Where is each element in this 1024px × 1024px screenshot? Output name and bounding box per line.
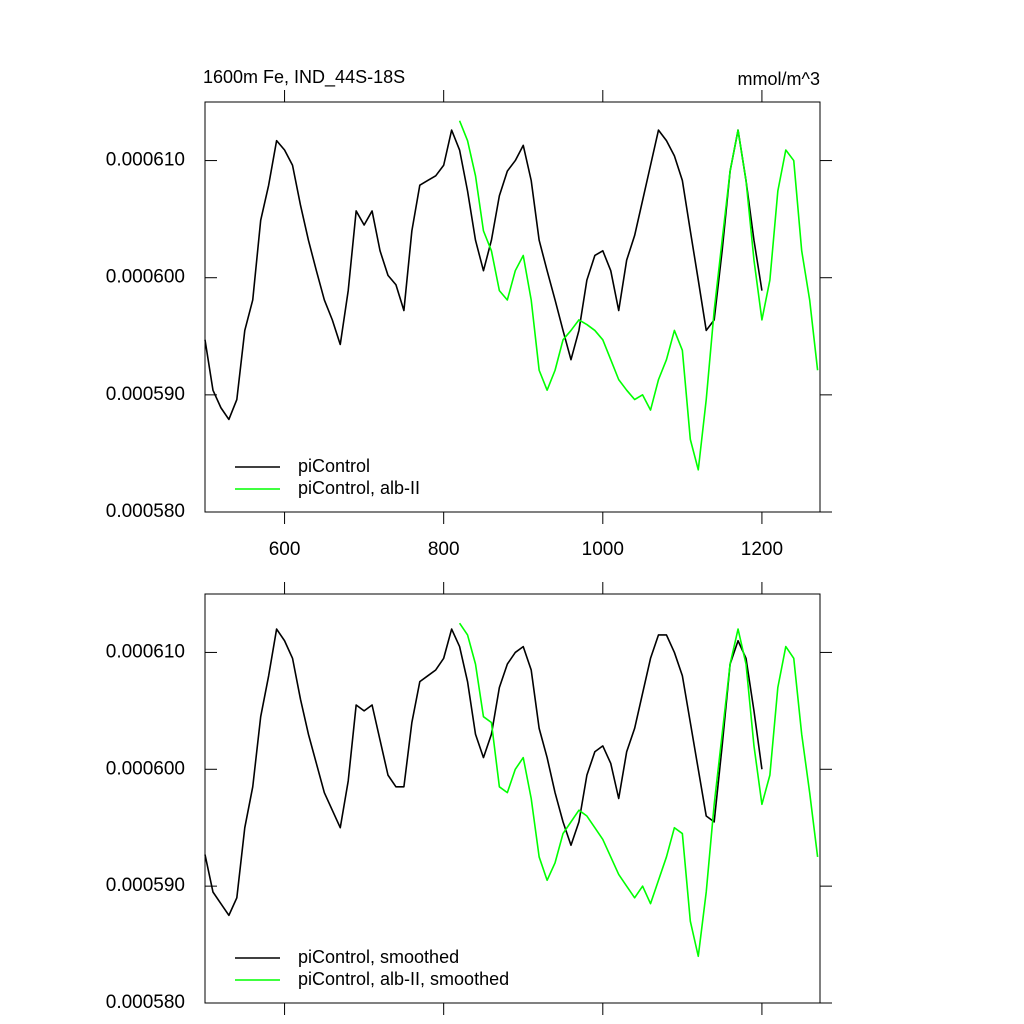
units-label: mmol/m^3 [738, 69, 820, 89]
y-tick-label: 0.000580 [106, 501, 185, 522]
plot-frame [204, 101, 821, 513]
data-line [204, 129, 763, 421]
y-tick-label: 0.000580 [106, 992, 185, 1013]
x-tick-label: 1200 [741, 539, 783, 560]
legend-label: piControl, alb-II [298, 478, 420, 498]
y-tick-label: 0.000590 [106, 384, 185, 405]
y-tick-label: 0.000610 [106, 641, 185, 662]
y-tick-label: 0.000600 [106, 758, 185, 779]
y-tick-label: 0.000590 [106, 875, 185, 896]
x-tick-label: 800 [428, 539, 460, 560]
data-line [458, 120, 819, 471]
legend-label: piControl [298, 456, 370, 476]
data-line [204, 628, 763, 917]
data-line [458, 622, 819, 958]
legend-label: piControl, alb-II, smoothed [298, 969, 509, 989]
x-tick-label: 600 [269, 539, 301, 560]
x-tick-label: 1000 [582, 539, 624, 560]
y-tick-label: 0.000610 [106, 150, 185, 171]
legend-label: piControl, smoothed [298, 947, 459, 967]
y-tick-label: 0.000600 [106, 267, 185, 288]
plot-frame [204, 593, 821, 1004]
chart-title: 1600m Fe, IND_44S-18S [203, 67, 405, 88]
